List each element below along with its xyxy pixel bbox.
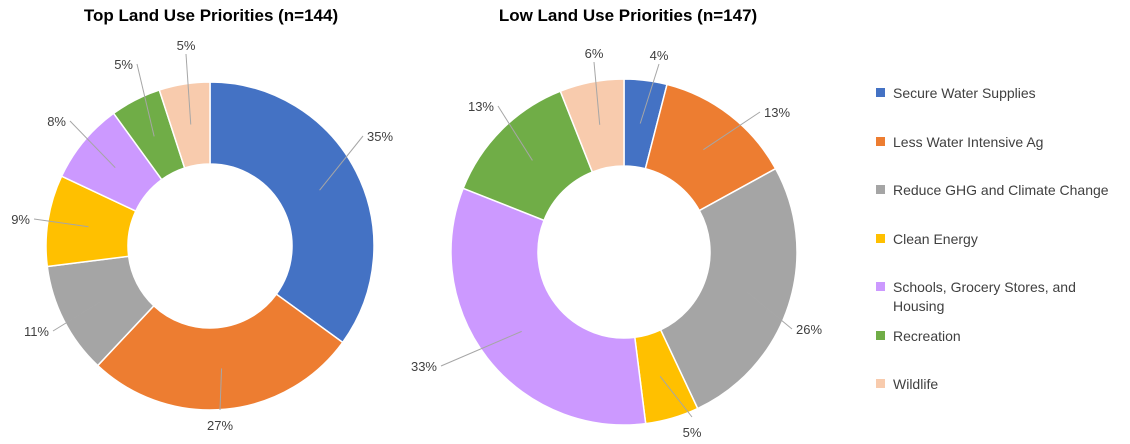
leader-line <box>659 376 693 418</box>
leader-line <box>69 120 116 168</box>
legend-item-schools-grocery-housing: Schools, Grocery Stores, and Housing <box>876 278 1126 316</box>
data-label: 13% <box>468 99 494 114</box>
legend-label: Less Water Intensive Ag <box>893 134 1044 150</box>
leader-line <box>219 368 223 411</box>
data-label: 33% <box>411 359 437 374</box>
leader-line <box>703 111 761 151</box>
data-label: 8% <box>47 114 66 129</box>
legend-swatch <box>876 282 885 291</box>
chart-title-low: Low Land Use Priorities (n=147) <box>498 6 758 25</box>
legend-item-wildlife: Wildlife <box>876 375 1126 394</box>
leader-line <box>185 53 192 125</box>
donut-slice-top-1 <box>96 293 344 411</box>
donut-slice-top-6 <box>158 81 211 169</box>
leader-line <box>52 301 101 332</box>
legend-label: Wildlife <box>893 376 939 392</box>
data-label: 5% <box>114 57 133 72</box>
data-label: 11% <box>24 324 49 339</box>
data-label: 6% <box>585 46 604 61</box>
legend-swatch <box>876 137 885 146</box>
legend-label: Secure Water Supplies <box>893 85 1036 101</box>
legend-swatch <box>876 234 885 243</box>
legend-item-clean-energy: Clean Energy <box>876 230 1126 249</box>
leader-line <box>136 63 155 137</box>
donut-slice-low-6 <box>559 78 625 174</box>
leader-line <box>639 63 660 124</box>
data-label: 9% <box>11 212 30 227</box>
leader-line <box>33 218 89 228</box>
legend-item-secure-water-supplies: Secure Water Supplies <box>876 84 1126 103</box>
legend-swatch <box>876 331 885 340</box>
data-label: 5% <box>683 425 702 440</box>
legend-item-less-water-intensive-ag: Less Water Intensive Ag <box>876 133 1126 152</box>
leader-line <box>440 330 522 367</box>
data-label: 35% <box>367 129 393 144</box>
data-label: 27% <box>207 418 233 433</box>
data-label: 26% <box>796 322 822 337</box>
data-label: 5% <box>177 38 196 53</box>
donut-slice-low-2 <box>659 167 798 410</box>
donut-slice-low-4 <box>450 187 647 426</box>
leader-line <box>746 291 793 330</box>
legend-label: Schools, Grocery Stores, and Housing <box>893 279 1076 314</box>
leader-line <box>593 61 601 125</box>
legend-item-recreation: Recreation <box>876 327 1126 346</box>
legend-label: Recreation <box>893 328 961 344</box>
legend-item-reduce-ghg: Reduce GHG and Climate Change <box>876 181 1126 200</box>
data-label: 4% <box>650 48 669 63</box>
legend-label: Clean Energy <box>893 231 978 247</box>
data-label: 13% <box>764 105 790 120</box>
donut-slice-top-0 <box>209 81 375 344</box>
legend-swatch <box>876 185 885 194</box>
legend-label: Reduce GHG and Climate Change <box>893 182 1109 198</box>
leader-line <box>319 135 364 191</box>
legend-swatch <box>876 379 885 388</box>
leader-line <box>497 105 533 161</box>
legend-swatch <box>876 88 885 97</box>
chart-title-top: Top Land Use Priorities (n=144) <box>83 6 339 25</box>
